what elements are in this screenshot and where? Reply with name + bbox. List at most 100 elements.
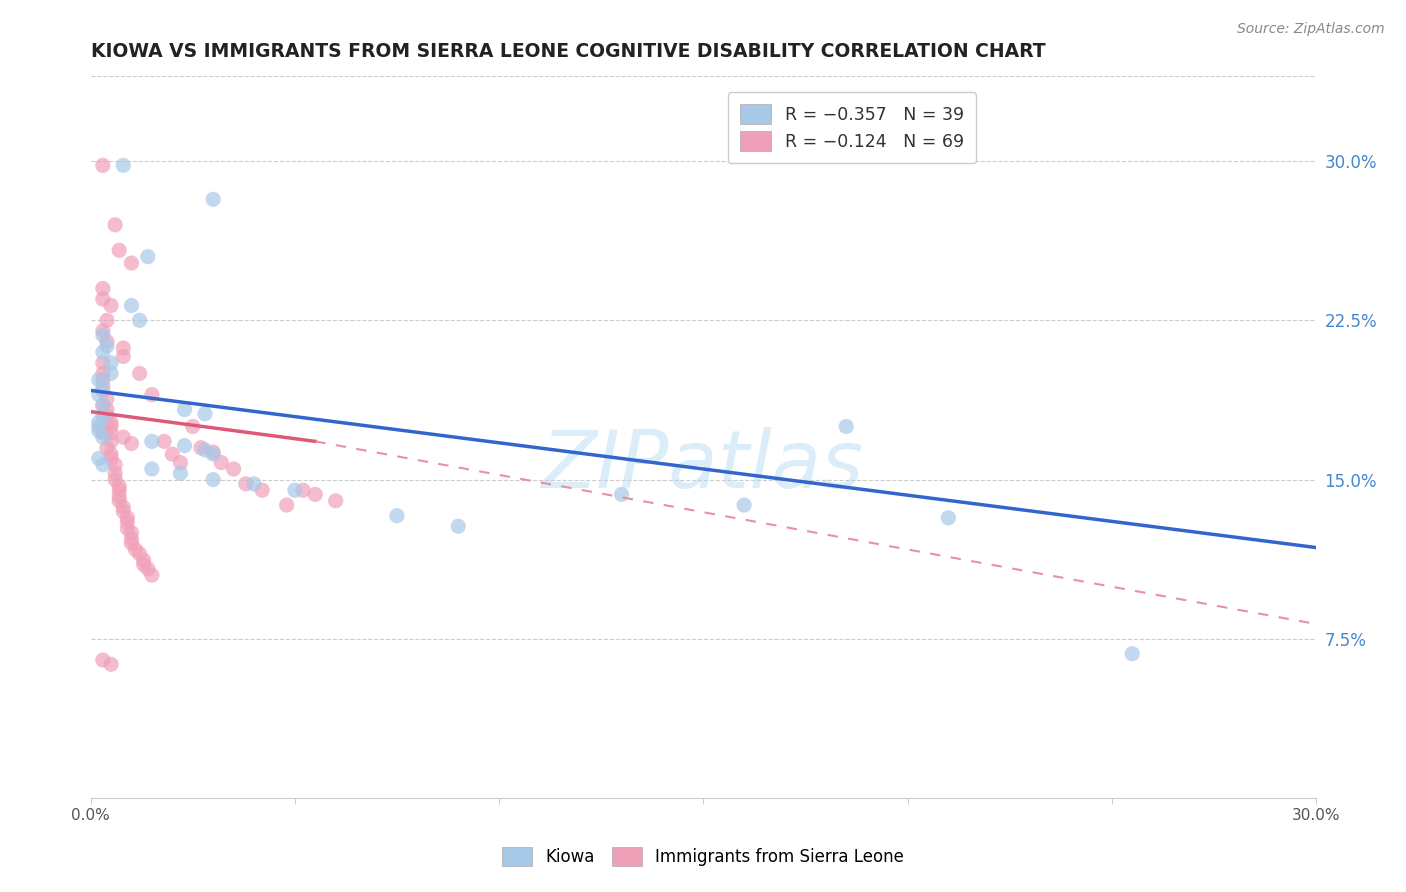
Point — [91, 384, 114, 398]
Point — [100, 298, 122, 312]
Point — [91, 379, 114, 393]
Point — [96, 392, 118, 406]
Text: ZIPatlas: ZIPatlas — [543, 427, 865, 505]
Point — [938, 511, 960, 525]
Point — [243, 476, 266, 491]
Point — [202, 445, 225, 459]
Point — [173, 439, 195, 453]
Point — [250, 483, 273, 498]
Legend: Kiowa, Immigrants from Sierra Leone: Kiowa, Immigrants from Sierra Leone — [494, 838, 912, 875]
Point — [87, 415, 110, 429]
Point — [100, 356, 122, 370]
Point — [91, 373, 114, 387]
Point — [304, 487, 326, 501]
Point — [120, 256, 142, 270]
Point — [96, 441, 118, 455]
Point — [104, 218, 127, 232]
Point — [153, 434, 176, 449]
Point — [162, 447, 184, 461]
Point — [112, 350, 135, 364]
Point — [136, 562, 159, 576]
Point — [91, 158, 114, 172]
Point — [190, 441, 212, 455]
Point — [91, 409, 114, 423]
Point — [128, 547, 150, 561]
Point — [112, 158, 135, 172]
Point — [91, 458, 114, 472]
Point — [96, 409, 118, 423]
Text: Source: ZipAtlas.com: Source: ZipAtlas.com — [1237, 22, 1385, 37]
Point — [173, 402, 195, 417]
Point — [91, 281, 114, 295]
Point — [104, 473, 127, 487]
Point — [91, 398, 114, 412]
Point — [117, 511, 139, 525]
Point — [100, 451, 122, 466]
Point — [108, 483, 131, 498]
Point — [91, 356, 114, 370]
Point — [91, 653, 114, 667]
Point — [120, 298, 142, 312]
Point — [120, 525, 142, 540]
Point — [91, 324, 114, 338]
Point — [181, 419, 204, 434]
Point — [100, 657, 122, 672]
Point — [235, 476, 257, 491]
Point — [292, 483, 315, 498]
Point — [96, 339, 118, 353]
Point — [100, 419, 122, 434]
Point — [112, 430, 135, 444]
Point — [91, 328, 114, 343]
Point — [141, 387, 163, 401]
Point — [112, 341, 135, 355]
Point — [108, 244, 131, 258]
Point — [132, 553, 155, 567]
Point — [447, 519, 470, 533]
Point — [222, 462, 245, 476]
Point — [325, 493, 347, 508]
Point — [96, 402, 118, 417]
Point — [194, 407, 217, 421]
Point — [117, 521, 139, 535]
Point — [87, 451, 110, 466]
Point — [202, 473, 225, 487]
Point — [100, 434, 122, 449]
Point — [91, 425, 114, 440]
Point — [733, 498, 755, 512]
Point — [276, 498, 298, 512]
Point — [128, 367, 150, 381]
Point — [91, 367, 114, 381]
Point — [87, 424, 110, 438]
Point — [124, 542, 146, 557]
Point — [104, 458, 127, 472]
Point — [112, 500, 135, 515]
Point — [209, 456, 232, 470]
Point — [128, 313, 150, 327]
Point — [202, 192, 225, 206]
Point — [1121, 647, 1143, 661]
Point — [104, 467, 127, 481]
Point — [87, 387, 110, 401]
Point — [108, 479, 131, 493]
Point — [112, 504, 135, 518]
Point — [108, 493, 131, 508]
Point — [96, 334, 118, 349]
Point — [835, 419, 858, 434]
Point — [385, 508, 408, 523]
Text: KIOWA VS IMMIGRANTS FROM SIERRA LEONE COGNITIVE DISABILITY CORRELATION CHART: KIOWA VS IMMIGRANTS FROM SIERRA LEONE CO… — [90, 42, 1045, 61]
Point — [100, 415, 122, 429]
Point — [141, 462, 163, 476]
Point — [194, 442, 217, 457]
Point — [87, 419, 110, 434]
Point — [136, 250, 159, 264]
Point — [610, 487, 633, 501]
Point — [169, 467, 191, 481]
Point — [284, 483, 307, 498]
Legend: R = −0.357   N = 39, R = −0.124   N = 69: R = −0.357 N = 39, R = −0.124 N = 69 — [728, 92, 976, 163]
Point — [120, 536, 142, 550]
Point — [91, 398, 114, 412]
Point — [100, 367, 122, 381]
Point — [120, 532, 142, 546]
Point — [169, 456, 191, 470]
Point — [91, 430, 114, 444]
